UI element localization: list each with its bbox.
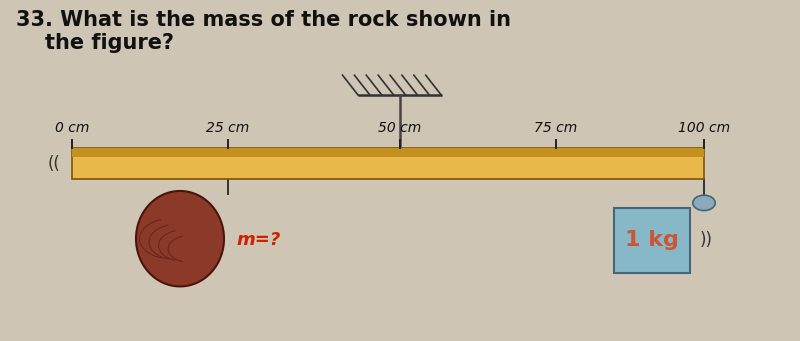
Text: )): )) — [699, 232, 713, 249]
Text: 33. What is the mass of the rock shown in
    the figure?: 33. What is the mass of the rock shown i… — [16, 10, 511, 54]
Ellipse shape — [136, 191, 224, 286]
Text: 25 cm: 25 cm — [206, 121, 250, 135]
Text: 0 cm: 0 cm — [55, 121, 89, 135]
Text: 50 cm: 50 cm — [378, 121, 422, 135]
Text: m=?: m=? — [236, 232, 280, 249]
FancyBboxPatch shape — [72, 148, 704, 179]
Ellipse shape — [693, 195, 715, 210]
Text: ((: (( — [47, 155, 60, 173]
Text: 1 kg: 1 kg — [625, 231, 679, 250]
FancyBboxPatch shape — [614, 208, 690, 273]
Text: 100 cm: 100 cm — [678, 121, 730, 135]
FancyBboxPatch shape — [72, 148, 704, 157]
Text: 75 cm: 75 cm — [534, 121, 578, 135]
